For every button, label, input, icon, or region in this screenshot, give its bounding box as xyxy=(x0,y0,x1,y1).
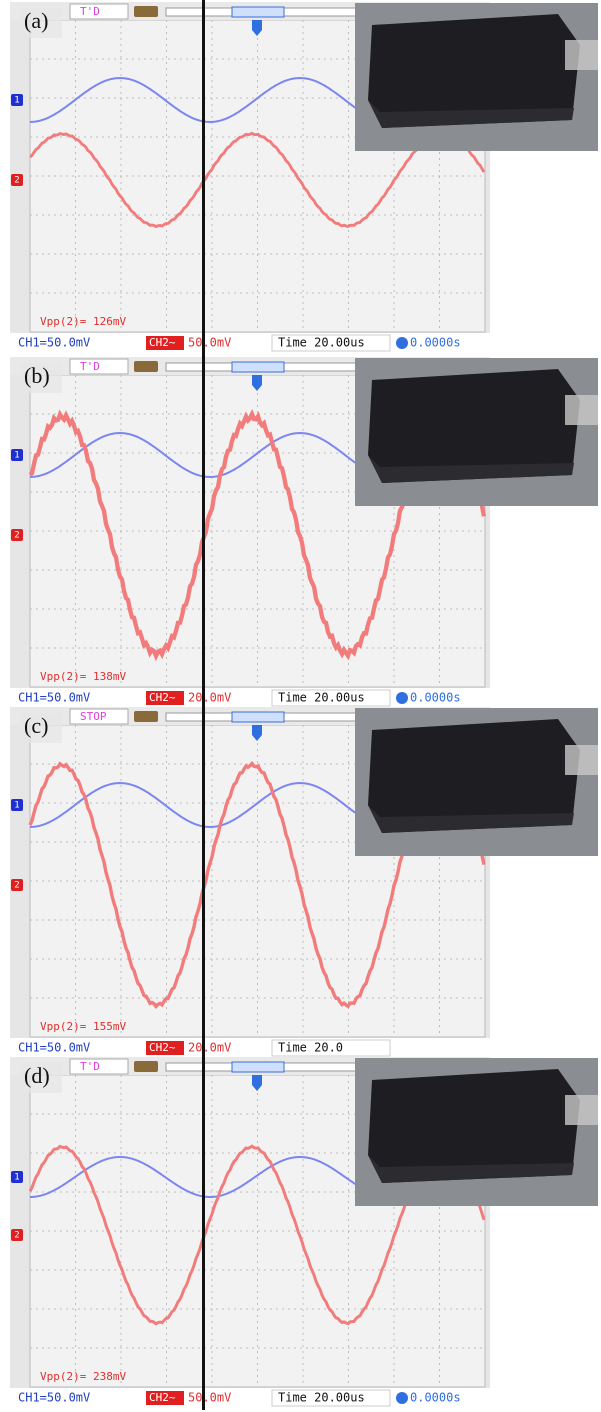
cursor-line xyxy=(202,1055,205,1410)
timeline-window xyxy=(232,1062,284,1072)
time-scale: Time 20.00us xyxy=(278,1391,365,1405)
cable xyxy=(565,1095,598,1125)
ch1-marker: 1 xyxy=(14,801,19,811)
battery-icon xyxy=(134,361,158,372)
ch2-label: CH2~ xyxy=(149,1041,176,1054)
ch1-marker: 1 xyxy=(14,96,19,106)
cursor-line xyxy=(202,355,205,710)
battery-icon xyxy=(134,711,158,722)
ch2-marker: 2 xyxy=(14,531,19,541)
offset-icon xyxy=(396,692,408,704)
panel-label: (a) xyxy=(24,8,48,33)
time-scale: Time 20.00us xyxy=(278,691,365,705)
battery-icon xyxy=(134,1061,158,1072)
scope-panel: T'D 1 2 Vpp(2)= 238mV CH1=50.0mV CH2~ 50.0mV Ti… xyxy=(10,1055,598,1410)
ch2-scale: 50.0mV xyxy=(188,1391,231,1405)
battery-icon xyxy=(134,6,158,17)
trigger-offset: 0.0000s xyxy=(410,1391,461,1405)
cursor-line xyxy=(202,0,205,355)
measurement: Vpp(2)= 238mV xyxy=(40,1370,126,1383)
ch2-scale: 20.0mV xyxy=(188,1041,231,1055)
cable xyxy=(565,40,598,70)
scope-panel: STOP 1 2 Vpp(2)= 155mV CH1=50.0mV CH2~ 20.0mV T… xyxy=(10,705,598,1060)
status: STOP xyxy=(80,710,107,723)
ch2-scale: 50.0mV xyxy=(188,336,231,350)
ch1-scale: CH1=50.0mV xyxy=(18,691,90,705)
offset-icon xyxy=(396,337,408,349)
measurement: Vpp(2)= 126mV xyxy=(40,315,126,328)
cable xyxy=(565,745,598,775)
cable xyxy=(565,395,598,425)
time-scale: Time 20.0 xyxy=(278,1041,343,1055)
ch1-marker: 1 xyxy=(14,451,19,461)
ch2-label: CH2~ xyxy=(149,691,176,704)
cursor-line xyxy=(202,705,205,1060)
scope-panel: T'D 1 2 Vpp(2)= 126mV CH1=50.0mV CH2~ 50.0mV Ti… xyxy=(10,0,598,355)
ch2-marker: 2 xyxy=(14,881,19,891)
panel-label: (c) xyxy=(24,713,48,738)
status: T'D xyxy=(80,360,100,373)
trigger-offset: 0.0000s xyxy=(410,336,461,350)
ch1-scale: CH1=50.0mV xyxy=(18,1391,90,1405)
offset-icon xyxy=(396,1392,408,1404)
ch2-label: CH2~ xyxy=(149,336,176,349)
device-photo xyxy=(355,3,598,151)
ch2-marker: 2 xyxy=(14,176,19,186)
panel-label: (d) xyxy=(24,1063,50,1088)
scope-panel: T'D 1 2 Vpp(2)= 138mV CH1=50.0mV CH2~ 20.0mV Ti… xyxy=(10,355,598,710)
trigger-offset: 0.0000s xyxy=(410,691,461,705)
measurement: Vpp(2)= 155mV xyxy=(40,1020,126,1033)
time-scale: Time 20.00us xyxy=(278,336,365,350)
status: T'D xyxy=(80,5,100,18)
ch1-scale: CH1=50.0mV xyxy=(18,336,90,350)
ch1-scale: CH1=50.0mV xyxy=(18,1041,90,1055)
panel-label: (b) xyxy=(24,363,50,388)
status: T'D xyxy=(80,1060,100,1073)
ch2-scale: 20.0mV xyxy=(188,691,231,705)
ch1-marker: 1 xyxy=(14,1173,19,1183)
ch2-label: CH2~ xyxy=(149,1391,176,1404)
timeline-window xyxy=(232,712,284,722)
timeline-window xyxy=(232,7,284,17)
ch2-marker: 2 xyxy=(14,1231,19,1241)
measurement: Vpp(2)= 138mV xyxy=(40,670,126,683)
figure: T'D 1 2 Vpp(2)= 126mV CH1=50.0mV CH2~ 50.0mV Ti… xyxy=(0,0,601,1412)
timeline-window xyxy=(232,362,284,372)
device-photo xyxy=(355,708,598,856)
device-photo xyxy=(355,358,598,506)
device-photo xyxy=(355,1058,598,1206)
